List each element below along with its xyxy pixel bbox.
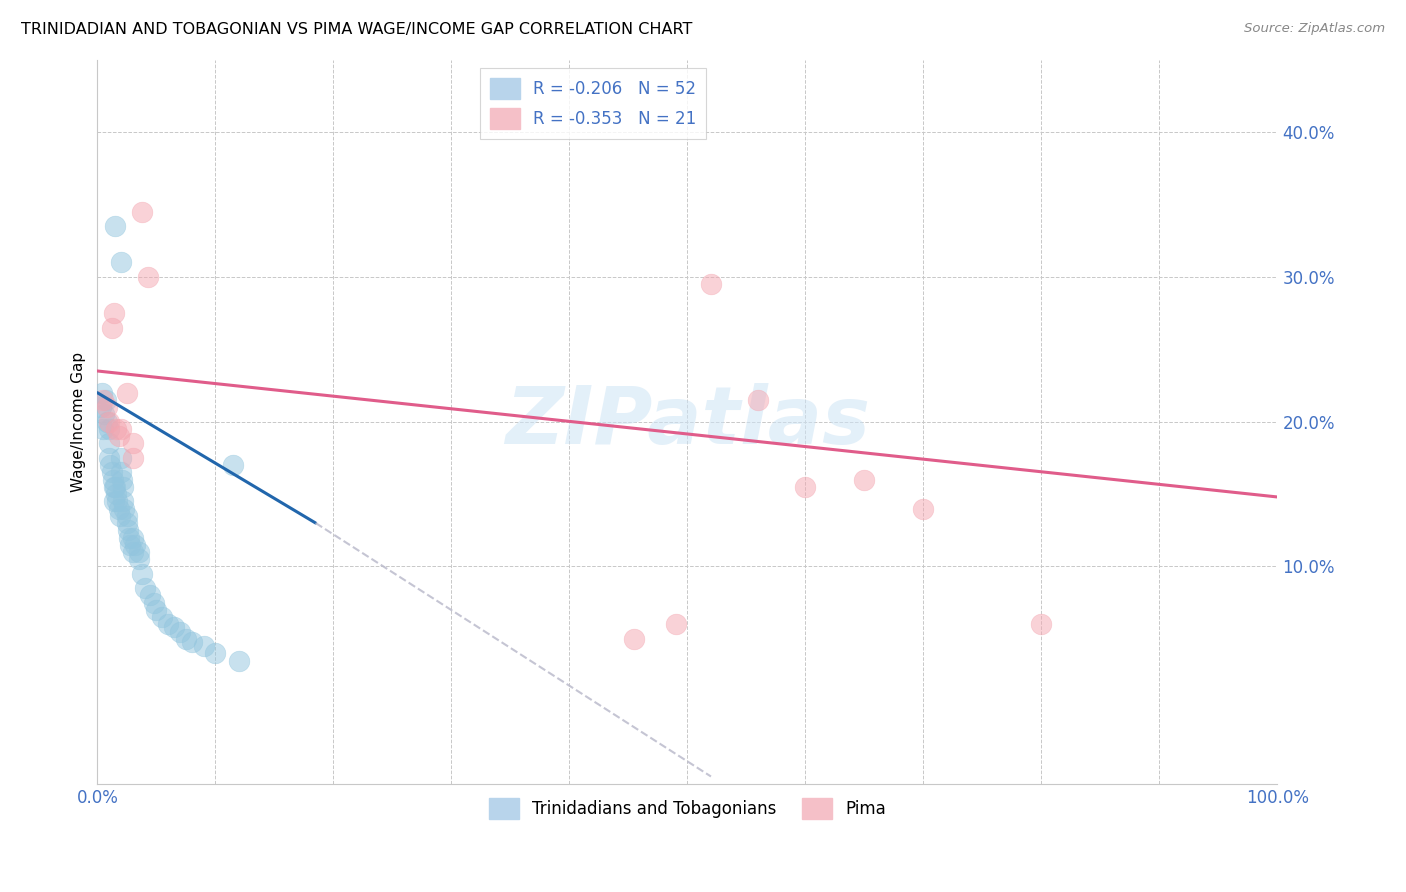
Point	[115, 385, 138, 400]
Point	[853, 473, 876, 487]
Point	[700, 277, 723, 291]
Point	[169, 624, 191, 639]
Point	[157, 617, 180, 632]
Point	[98, 450, 121, 465]
Point	[104, 480, 127, 494]
Point	[124, 538, 146, 552]
Point	[115, 516, 138, 530]
Point	[139, 589, 162, 603]
Point	[91, 422, 114, 436]
Point	[114, 501, 136, 516]
Point	[103, 306, 125, 320]
Point	[98, 458, 121, 472]
Point	[131, 566, 153, 581]
Point	[96, 415, 118, 429]
Point	[98, 422, 121, 436]
Point	[134, 581, 156, 595]
Point	[91, 392, 114, 407]
Point	[103, 480, 125, 494]
Point	[107, 429, 129, 443]
Point	[222, 458, 245, 472]
Point	[180, 635, 202, 649]
Point	[163, 620, 186, 634]
Point	[204, 647, 226, 661]
Point	[101, 473, 124, 487]
Point	[104, 219, 127, 234]
Point	[145, 603, 167, 617]
Point	[193, 639, 215, 653]
Point	[93, 408, 115, 422]
Point	[747, 392, 769, 407]
Point	[112, 480, 135, 494]
Point	[110, 466, 132, 480]
Point	[110, 255, 132, 269]
Point	[121, 545, 143, 559]
Point	[121, 531, 143, 545]
Text: TRINIDADIAN AND TOBAGONIAN VS PIMA WAGE/INCOME GAP CORRELATION CHART: TRINIDADIAN AND TOBAGONIAN VS PIMA WAGE/…	[21, 22, 693, 37]
Point	[118, 531, 141, 545]
Legend: Trinidadians and Tobagonians, Pima: Trinidadians and Tobagonians, Pima	[482, 791, 893, 826]
Point	[98, 415, 121, 429]
Point	[90, 400, 112, 414]
Point	[174, 632, 197, 646]
Point	[794, 480, 817, 494]
Point	[131, 204, 153, 219]
Point	[96, 400, 118, 414]
Point	[110, 450, 132, 465]
Point	[105, 422, 128, 436]
Point	[112, 494, 135, 508]
Point	[107, 501, 129, 516]
Y-axis label: Wage/Income Gap: Wage/Income Gap	[72, 351, 86, 491]
Point	[623, 632, 645, 646]
Point	[120, 538, 142, 552]
Text: ZIPatlas: ZIPatlas	[505, 383, 870, 460]
Point	[912, 501, 935, 516]
Point	[128, 552, 150, 566]
Point	[128, 545, 150, 559]
Point	[110, 422, 132, 436]
Point	[121, 450, 143, 465]
Point	[136, 269, 159, 284]
Point	[111, 473, 134, 487]
Point	[143, 596, 166, 610]
Text: Source: ZipAtlas.com: Source: ZipAtlas.com	[1244, 22, 1385, 36]
Point	[105, 487, 128, 501]
Point	[664, 617, 686, 632]
Point	[115, 508, 138, 523]
Point	[1031, 617, 1053, 632]
Point	[228, 654, 250, 668]
Point	[150, 610, 173, 624]
Point	[98, 436, 121, 450]
Point	[94, 392, 117, 407]
Point	[100, 466, 122, 480]
Point	[107, 494, 129, 508]
Point	[100, 320, 122, 334]
Point	[121, 436, 143, 450]
Point	[108, 508, 131, 523]
Point	[117, 523, 139, 537]
Point	[91, 385, 114, 400]
Point	[103, 494, 125, 508]
